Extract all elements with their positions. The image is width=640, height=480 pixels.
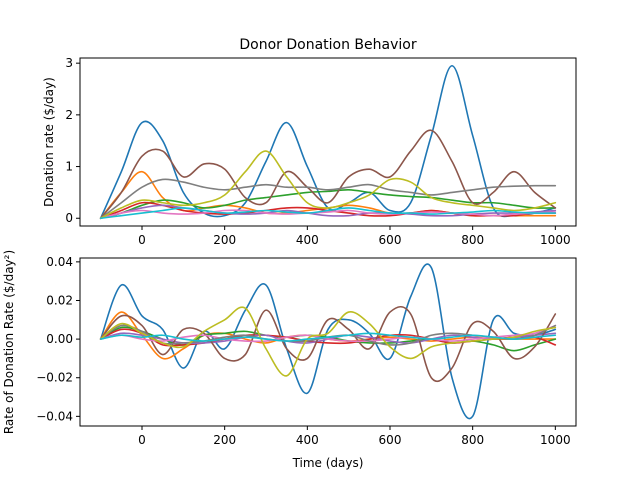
top-y-axis-label: Donation rate ($/day): [42, 77, 56, 207]
top-chart: 0 200 400 600 800 1000 0 1 2 3: [65, 56, 577, 247]
top-y-tick-label: 1: [65, 160, 73, 174]
top-x-tick-label: 800: [461, 233, 484, 247]
top-y-tick-label: 0: [65, 211, 73, 225]
bottom-y-axis-label: Rate of Donation Rate ($/day²): [2, 250, 16, 434]
bottom-x-tick-label: 800: [461, 433, 484, 447]
bottom-y-tick-label: −0.02: [36, 371, 73, 385]
bottom-x-ticks: 0 200 400 600 800 1000: [138, 426, 571, 447]
bottom-y-tick-label: −0.04: [36, 409, 73, 423]
bottom-chart: 0 200 400 600 800 1000 −0.04 −0.02 0.00 0.02 0.04: [36, 255, 577, 447]
bottom-x-tick-label: 200: [213, 433, 236, 447]
top-x-tick-label: 1000: [540, 233, 571, 247]
top-plot-frame: [79, 57, 577, 227]
top-y-ticks: 0 1 2 3: [65, 56, 80, 225]
bottom-series-line-1: [99, 263, 557, 420]
top-x-tick-label: 600: [379, 233, 402, 247]
bottom-plot-frame: [79, 257, 577, 427]
top-series-line-7: [99, 209, 557, 220]
bottom-x-tick-label: 1000: [540, 433, 571, 447]
top-y-tick-label: 3: [65, 56, 73, 70]
bottom-series-group: [99, 263, 557, 420]
top-series-line-9: [99, 150, 557, 220]
bottom-series-line-9: [99, 306, 557, 377]
bottom-y-tick-label: 0.00: [46, 332, 73, 346]
top-series-line-10: [99, 207, 557, 220]
top-series-line-5: [99, 204, 557, 220]
bottom-series-line-10: [99, 332, 557, 342]
top-x-ticks: 0 200 400 600 800 1000: [138, 226, 571, 247]
bottom-y-tick-label: 0.02: [46, 293, 73, 307]
top-x-tick-label: 200: [213, 233, 236, 247]
top-y-tick-label: 2: [65, 108, 73, 122]
top-series-line-8: [99, 178, 557, 220]
top-series-line-6: [99, 129, 557, 220]
bottom-x-tick-label: 0: [138, 433, 146, 447]
bottom-x-axis-label: Time (days): [292, 456, 364, 470]
bottom-series-line-6: [99, 305, 557, 383]
bottom-x-tick-label: 400: [296, 433, 319, 447]
bottom-x-tick-label: 600: [379, 433, 402, 447]
top-series-group: [99, 64, 557, 220]
top-x-tick-label: 400: [296, 233, 319, 247]
bottom-y-ticks: −0.04 −0.02 0.00 0.02 0.04: [36, 255, 80, 423]
chart-title: Donor Donation Behavior: [239, 37, 416, 53]
bottom-y-tick-label: 0.04: [46, 255, 73, 269]
top-series-line-3: [99, 189, 557, 220]
top-x-tick-label: 0: [138, 233, 146, 247]
